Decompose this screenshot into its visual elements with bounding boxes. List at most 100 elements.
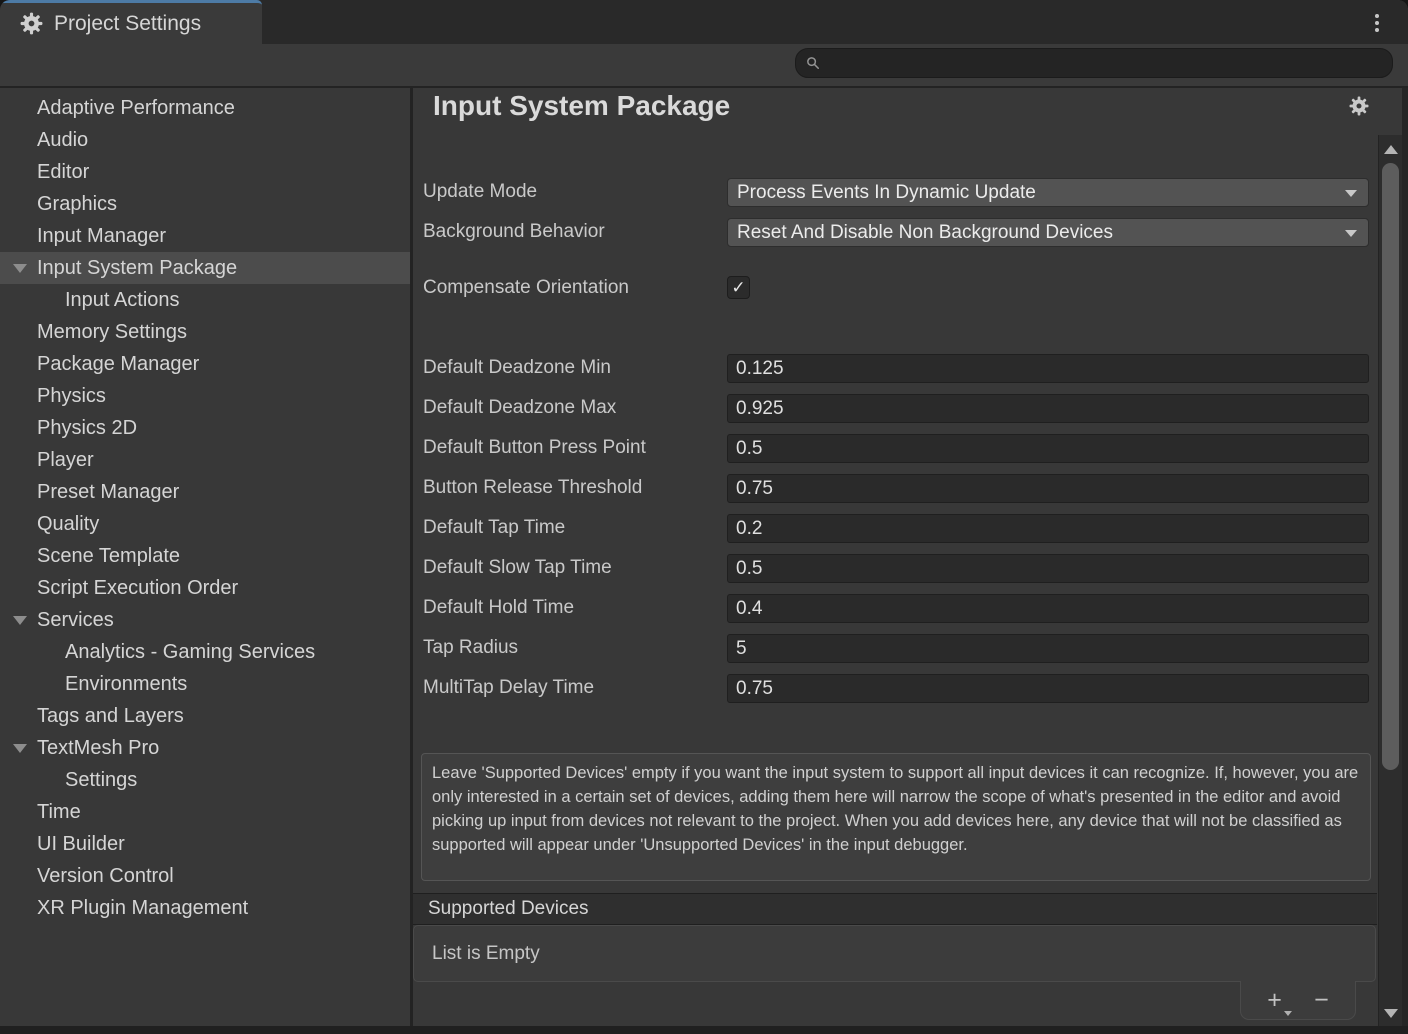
default-deadzone-max-row: Default Deadzone Max	[413, 394, 1378, 423]
sidebar-item-input-system-package[interactable]: Input System Package	[0, 252, 410, 284]
button-release-threshold-field[interactable]	[727, 474, 1369, 503]
default-button-press-point-field[interactable]	[727, 434, 1369, 463]
vertical-scrollbar[interactable]	[1378, 135, 1402, 1026]
gear-icon	[20, 12, 43, 35]
field-label: Default Deadzone Min	[423, 357, 611, 378]
sidebar-item-physics[interactable]: Physics	[0, 380, 410, 412]
multitap-delay-time-field[interactable]	[727, 674, 1369, 703]
sidebar-item-tags-and-layers[interactable]: Tags and Layers	[0, 700, 410, 732]
list-footer: + −	[1240, 981, 1356, 1020]
sidebar-item-label: Version Control	[37, 865, 174, 887]
scroll-up-icon[interactable]	[1384, 145, 1398, 154]
chevron-down-icon	[1345, 230, 1357, 237]
field-label: Update Mode	[423, 181, 538, 202]
sidebar-item-player[interactable]: Player	[0, 444, 410, 476]
sidebar-item-services[interactable]: Services	[0, 604, 410, 636]
sidebar-item-label: Input Actions	[65, 289, 180, 311]
search-box[interactable]	[795, 48, 1393, 78]
default-tap-time-row: Default Tap Time	[413, 514, 1378, 543]
field-label: Compensate Orientation	[423, 277, 629, 298]
sidebar-item-label: Input Manager	[37, 225, 166, 247]
dropdown-value: Process Events In Dynamic Update	[737, 181, 1036, 203]
field-label: Tap Radius	[423, 637, 519, 658]
chevron-down-icon	[1345, 190, 1357, 197]
foldout-triangle-icon[interactable]	[13, 264, 27, 273]
field-label: Default Deadzone Max	[423, 397, 617, 418]
sidebar-item-label: Package Manager	[37, 353, 200, 375]
scrollbar-thumb[interactable]	[1382, 163, 1399, 770]
sidebar-item-label: Graphics	[37, 193, 118, 215]
sidebar-item-editor[interactable]: Editor	[0, 156, 410, 188]
sidebar-item-memory-settings[interactable]: Memory Settings	[0, 316, 410, 348]
foldout-triangle-icon[interactable]	[13, 744, 27, 753]
scroll-down-icon[interactable]	[1384, 1009, 1398, 1018]
sidebar-item-analytics-gaming-services[interactable]: Analytics - Gaming Services	[0, 636, 410, 668]
sidebar-item-label: Preset Manager	[37, 481, 180, 503]
default-tap-time-field[interactable]	[727, 514, 1369, 543]
sidebar-item-textmesh-pro[interactable]: TextMesh Pro	[0, 732, 410, 764]
update-mode-dropdown[interactable]: Process Events In Dynamic Update	[727, 178, 1369, 207]
supported-devices-list: List is Empty	[413, 925, 1376, 982]
default-deadzone-min-field[interactable]	[727, 354, 1369, 383]
sidebar-item-label: Scene Template	[37, 545, 181, 567]
tab-project-settings[interactable]: Project Settings	[0, 0, 262, 44]
settings-panel: Input System Package Update Mode P	[413, 88, 1378, 1026]
tab-title: Project Settings	[54, 11, 202, 35]
background-behavior-dropdown[interactable]: Reset And Disable Non Background Devices	[727, 218, 1369, 247]
sidebar-item-label: XR Plugin Management	[37, 897, 249, 919]
default-hold-time-field[interactable]	[727, 594, 1369, 623]
sidebar-item-label: Physics	[37, 385, 106, 407]
sidebar-item-scene-template[interactable]: Scene Template	[0, 540, 410, 572]
sidebar-item-label: Analytics - Gaming Services	[65, 641, 316, 663]
panel-gear-button[interactable]	[1349, 96, 1369, 119]
sidebar-item-settings[interactable]: Settings	[0, 764, 410, 796]
sidebar-item-package-manager[interactable]: Package Manager	[0, 348, 410, 380]
background-behavior-row: Background Behavior Reset And Disable No…	[413, 218, 1378, 247]
sidebar-item-preset-manager[interactable]: Preset Manager	[0, 476, 410, 508]
default-hold-time-row: Default Hold Time	[413, 594, 1378, 623]
sidebar-item-xr-plugin-management[interactable]: XR Plugin Management	[0, 892, 410, 924]
field-label: Default Hold Time	[423, 597, 575, 618]
sidebar-item-script-execution-order[interactable]: Script Execution Order	[0, 572, 410, 604]
tap-radius-field[interactable]	[727, 634, 1369, 663]
add-device-button[interactable]: +	[1261, 987, 1292, 1016]
sidebar-item-environments[interactable]: Environments	[0, 668, 410, 700]
compensate-orientation-checkbox[interactable]: ✓	[727, 276, 750, 299]
sidebar-item-ui-builder[interactable]: UI Builder	[0, 828, 410, 860]
default-slow-tap-time-row: Default Slow Tap Time	[413, 554, 1378, 583]
sidebar-item-time[interactable]: Time	[0, 796, 410, 828]
sidebar-divider	[410, 88, 413, 1034]
settings-category-list: Adaptive Performance Audio Editor Graphi…	[0, 88, 410, 1026]
default-button-press-point-row: Default Button Press Point	[413, 434, 1378, 463]
sidebar-item-label: Physics 2D	[37, 417, 138, 439]
default-deadzone-max-field[interactable]	[727, 394, 1369, 423]
sidebar-item-label: Memory Settings	[37, 321, 188, 343]
sidebar-item-physics-2d[interactable]: Physics 2D	[0, 412, 410, 444]
search-input[interactable]	[826, 50, 1382, 76]
button-release-threshold-row: Button Release Threshold	[413, 474, 1378, 503]
supported-devices-header: Supported Devices	[413, 893, 1377, 925]
sidebar-item-version-control[interactable]: Version Control	[0, 860, 410, 892]
default-slow-tap-time-field[interactable]	[727, 554, 1369, 583]
search-icon	[807, 57, 819, 69]
sidebar-item-graphics[interactable]: Graphics	[0, 188, 410, 220]
sidebar-item-label: UI Builder	[37, 833, 125, 855]
toolbar-divider	[0, 86, 1408, 88]
kebab-menu-icon[interactable]	[1370, 11, 1384, 35]
supported-devices-help-text: Leave 'Supported Devices' empty if you w…	[421, 753, 1371, 881]
remove-device-button[interactable]: −	[1308, 987, 1335, 1013]
sidebar-item-label: Script Execution Order	[37, 577, 239, 599]
sidebar-item-label: TextMesh Pro	[37, 737, 160, 759]
foldout-triangle-icon[interactable]	[13, 616, 27, 625]
dropdown-value: Reset And Disable Non Background Devices	[737, 221, 1113, 243]
gear-icon	[1349, 96, 1369, 116]
multitap-delay-time-row: MultiTap Delay Time	[413, 674, 1378, 703]
page-title: Input System Package	[433, 90, 731, 121]
sidebar-item-quality[interactable]: Quality	[0, 508, 410, 540]
sidebar-item-input-actions[interactable]: Input Actions	[0, 284, 410, 316]
sidebar-item-audio[interactable]: Audio	[0, 124, 410, 156]
checkmark-icon: ✓	[731, 278, 746, 297]
sidebar-item-input-manager[interactable]: Input Manager	[0, 220, 410, 252]
sidebar-item-label: Environments	[65, 673, 188, 695]
sidebar-item-adaptive-performance[interactable]: Adaptive Performance	[0, 92, 410, 124]
